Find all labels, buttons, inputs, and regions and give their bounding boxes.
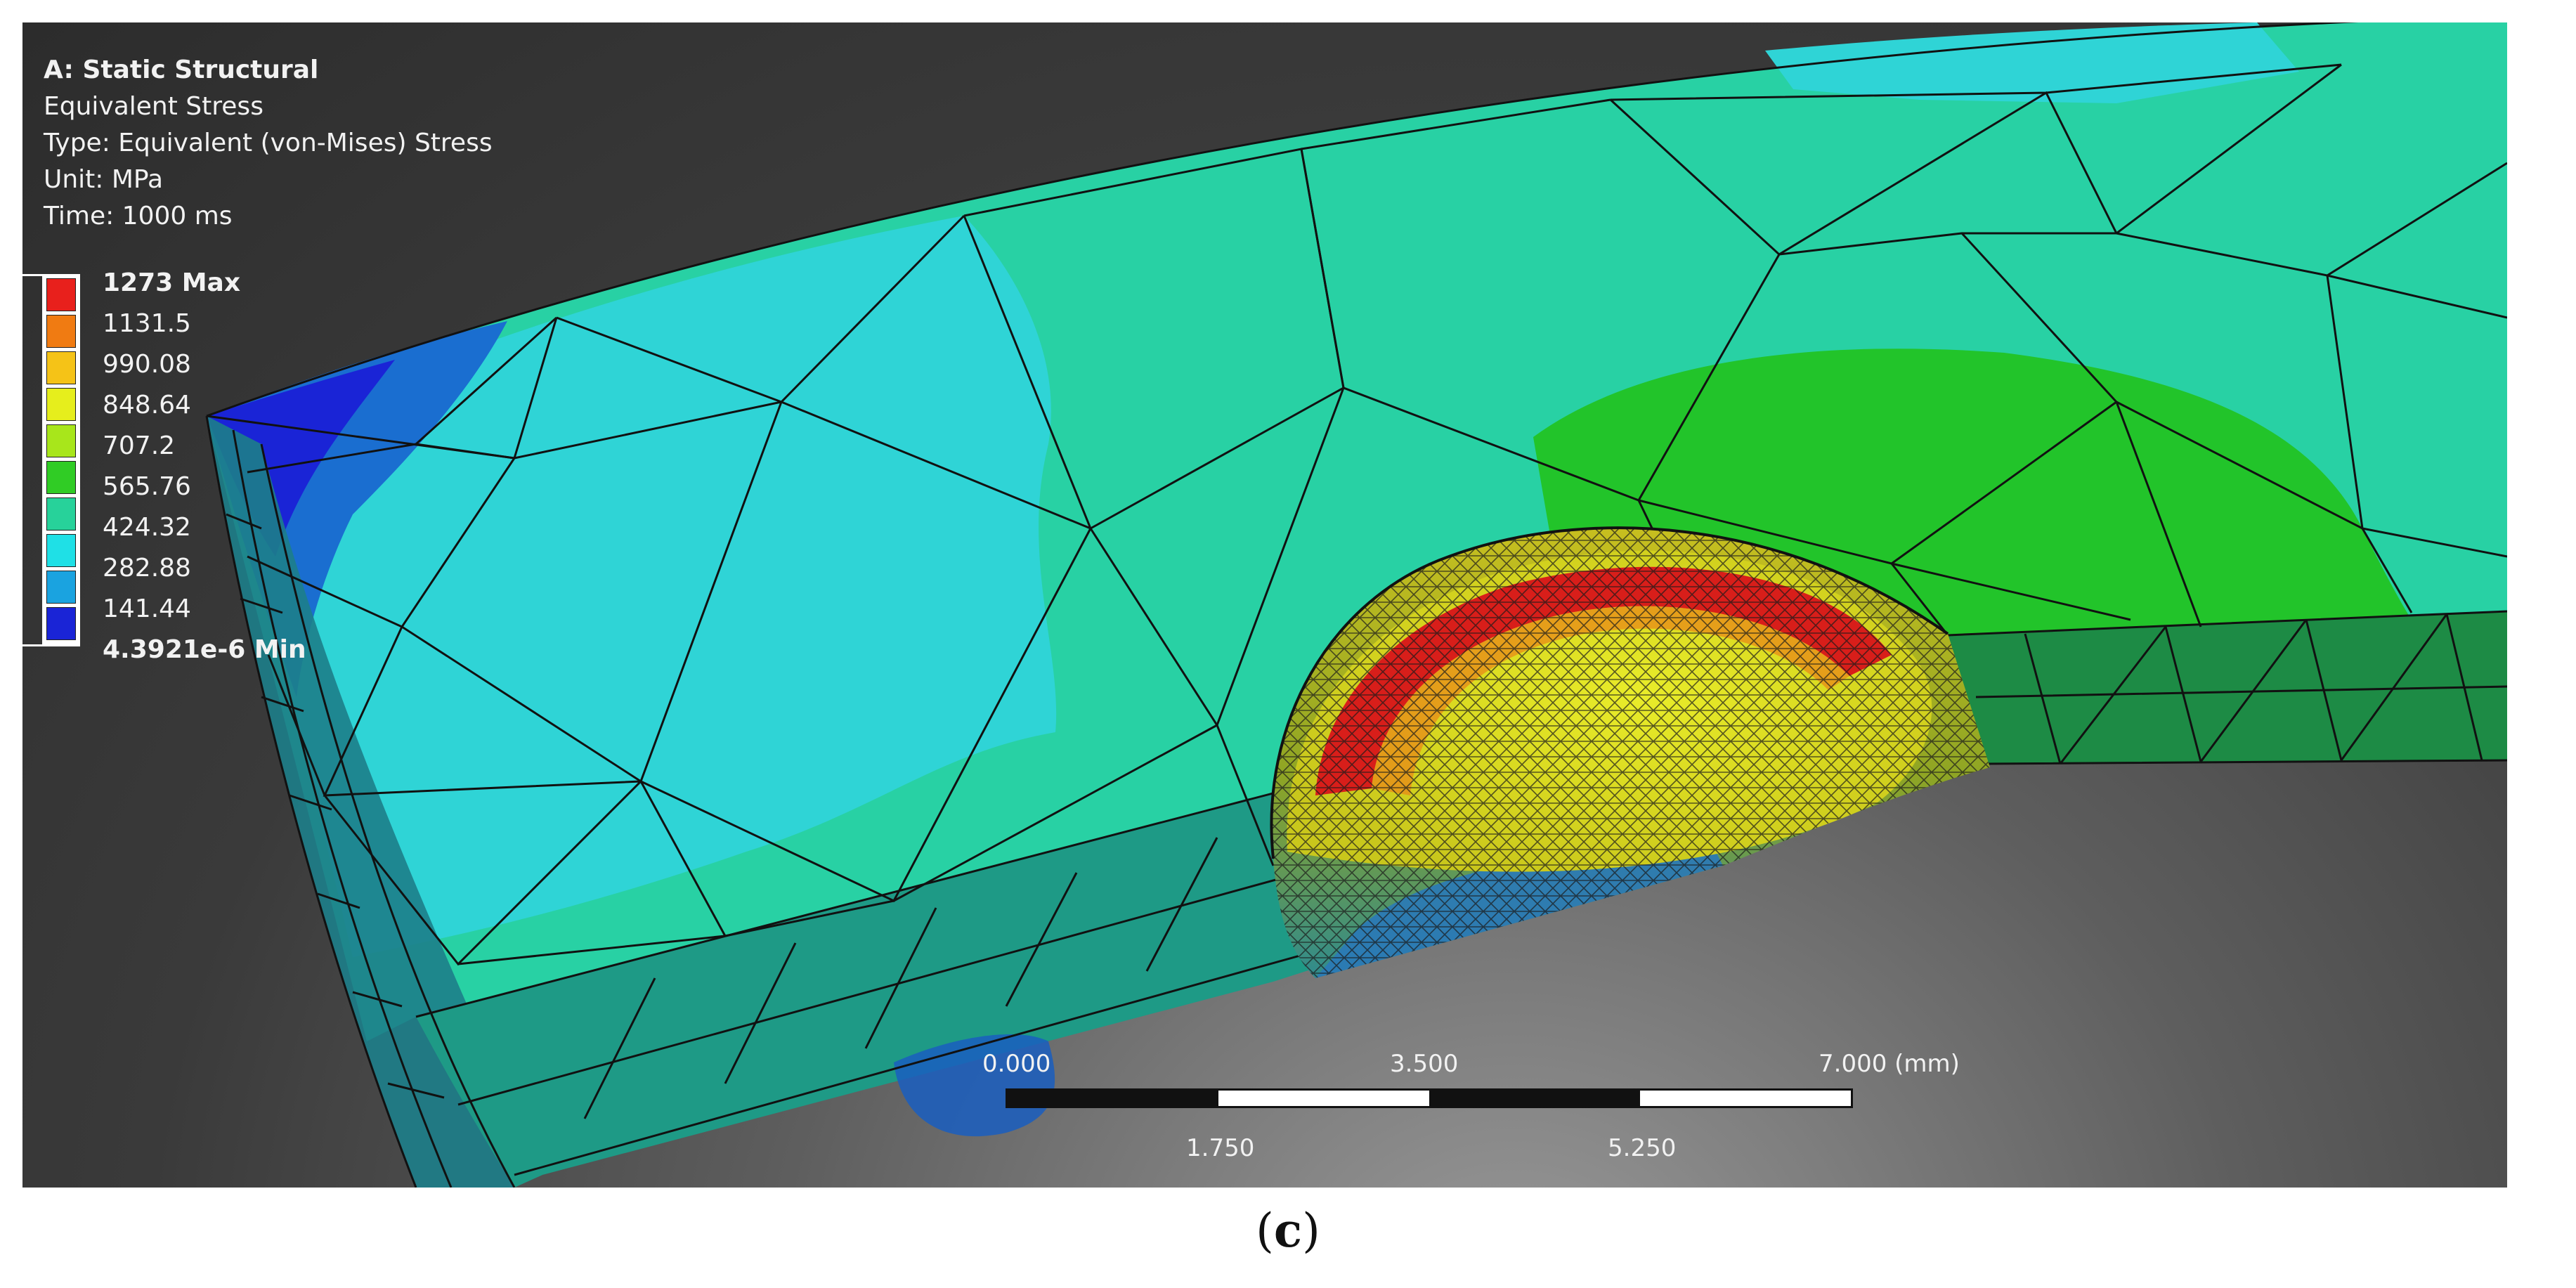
scale-segment-3 (1429, 1091, 1640, 1106)
result-time: Time: 1000 ms (44, 202, 233, 230)
scale-ruler: 0.000 3.500 7.000 (mm) 1.750 5.250 (982, 1050, 1960, 1162)
legend-level-label: 424.32 (103, 513, 191, 542)
legend-swatch-1 (46, 315, 76, 348)
legend-level-label: 1131.5 (103, 309, 191, 338)
legend-level-label: 707.2 (103, 431, 176, 460)
result-name: Equivalent Stress (44, 92, 264, 121)
legend-swatch-7 (46, 534, 76, 567)
cyan-top-patch (1765, 22, 2299, 103)
scale-bar (1006, 1088, 1853, 1108)
scale-segment-1 (1008, 1091, 1218, 1106)
legend-swatch-9 (46, 607, 76, 640)
figure-caption: (c) (0, 1203, 2576, 1258)
caption-open: ( (1256, 1204, 1274, 1258)
legend-swatch-2 (46, 351, 76, 384)
analysis-title: A: Static Structural (44, 56, 319, 84)
legend-level-label: 990.08 (103, 350, 191, 379)
result-info-panel: A: Static Structural Equivalent Stress T… (44, 52, 493, 235)
legend-color-bar[interactable] (42, 274, 80, 646)
legend-swatch-4 (46, 424, 76, 457)
legend-level-label: 848.64 (103, 391, 191, 419)
result-type: Type: Equivalent (von-Mises) Stress (44, 129, 493, 157)
legend-level-label: 565.76 (103, 472, 191, 501)
fea-model-view[interactable] (22, 22, 2507, 1188)
legend-min-label: 4.3921e-6 Min (103, 635, 306, 664)
plate-bottom-blue (894, 1034, 1055, 1137)
caption-letter: c (1273, 1203, 1303, 1258)
dome-outline (1270, 526, 1949, 859)
legend-max-label: 1273 Max (103, 268, 241, 297)
side-mesh (205, 22, 2507, 1188)
fine-mesh (1271, 528, 1990, 978)
scale-label-3500: 3.500 (1390, 1050, 1459, 1078)
scale-label-5250: 5.250 (1608, 1134, 1677, 1162)
scale-label-1750: 1.750 (1186, 1134, 1255, 1162)
legend-swatch-0 (46, 278, 76, 311)
legend-swatch-3 (46, 388, 76, 421)
result-unit: Unit: MPa (44, 165, 164, 194)
legend-swatch-6 (46, 497, 76, 531)
graphics-viewport[interactable]: A: Static Structural Equivalent Stress T… (22, 22, 2507, 1188)
legend-min-tick (22, 644, 42, 646)
caption-close: ) (1302, 1204, 1320, 1258)
legend-max-tick (22, 274, 42, 276)
legend-level-label: 141.44 (103, 594, 191, 623)
legend-swatch-8 (46, 571, 76, 604)
scale-label-7000: 7.000 (mm) (1819, 1050, 1960, 1078)
plate-front-face (207, 416, 542, 1188)
legend-swatch-5 (46, 461, 76, 494)
legend-level-label: 282.88 (103, 554, 191, 583)
scale-label-0: 0.000 (982, 1050, 1051, 1078)
